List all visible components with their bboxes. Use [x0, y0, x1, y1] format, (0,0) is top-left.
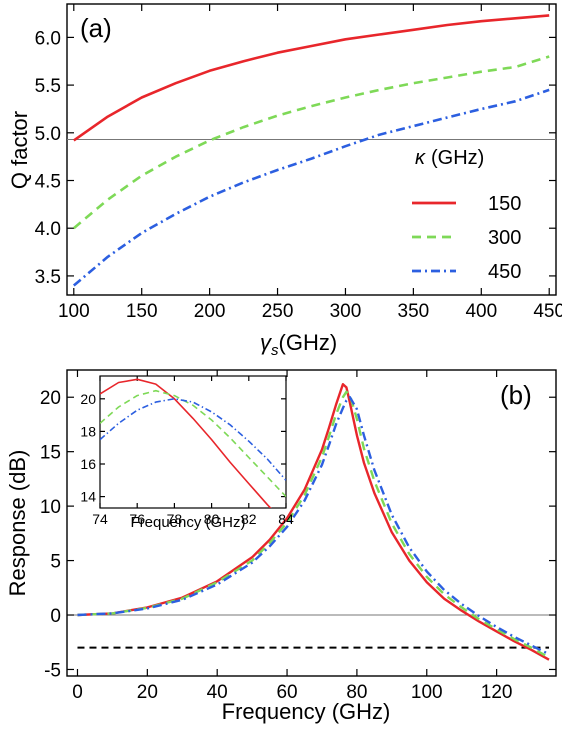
legend-label-300: 300 — [488, 227, 521, 249]
panel-a-xlabel-symbol: γ — [260, 330, 273, 355]
panel-a: 100 150 200 250 300 350 400 450 3.5 4.0 4.5 5.0 5.5 6… — [7, 3, 562, 359]
panel-b-ytick-label: 15 — [40, 443, 61, 464]
panel-b-reference-lines — [67, 614, 556, 649]
panel-b-xtick-label: 0 — [72, 682, 83, 703]
inset-ytick-label: 16 — [80, 456, 96, 472]
panel-b-ytick-label: 10 — [40, 497, 61, 518]
panel-a-ytick-label: 4.0 — [35, 219, 61, 240]
panel-a-series-450 — [72, 88, 550, 287]
panel-a-xtick-label: 200 — [194, 301, 226, 322]
panel-b-xtick-label: 20 — [137, 682, 158, 703]
inset-frame — [99, 375, 287, 509]
panel-b: 0 20 40 60 80 100 120 -5 0 5 10 15 20 (b) Response (… — [5, 369, 557, 724]
panel-a-xtick-label: 150 — [126, 301, 158, 322]
panel-b-ytick-label: -5 — [44, 660, 61, 681]
panel-a-series-150 — [73, 14, 550, 142]
panel-a-xtick-label: 100 — [58, 301, 90, 322]
panel-a-ytick-label: 5.0 — [35, 124, 61, 145]
panel-a-xtick-label: 250 — [262, 301, 294, 322]
panel-b-xtick-label: 60 — [276, 682, 297, 703]
inset-xtick-label: 78 — [167, 511, 183, 527]
inset-xlabel: Frequency (GHz) — [130, 514, 245, 531]
panel-b-label: (b) — [500, 380, 532, 410]
panel-b-xlabel: Frequency (GHz) — [222, 699, 391, 724]
legend-title-unit: (GHz) — [431, 147, 484, 169]
legend-label-150: 150 — [488, 193, 521, 215]
panel-a-ylabel: Q factor — [7, 111, 32, 189]
panel-a-xlabel: γs(GHz) — [260, 330, 337, 359]
inset-series-450 — [100, 398, 286, 481]
inset-background — [100, 376, 286, 508]
panel-a-ytick-label: 6.0 — [35, 28, 61, 49]
inset-ytick-label: 18 — [80, 423, 96, 439]
panel-a-legend: κ (GHz) 150 300 450 — [412, 147, 521, 283]
panel-a-series — [72, 14, 550, 287]
panel-a-ticks: 100 150 200 250 300 350 400 450 3.5 4.0 4.5 5.0 5.5 6… — [35, 4, 562, 322]
inset-xtick-label: 84 — [278, 511, 294, 527]
panel-a-xtick-label: 350 — [398, 301, 430, 322]
panel-b-ytick-label: 0 — [50, 606, 61, 627]
inset-series-150 — [100, 378, 272, 508]
panel-a-xtick-label: 300 — [330, 301, 362, 322]
panel-a-ytick-label: 5.5 — [35, 76, 61, 97]
legend-label-450: 450 — [488, 261, 521, 283]
panel-b-xtick-label: 40 — [207, 682, 228, 703]
panel-b-ytick-label: 5 — [50, 552, 61, 573]
panel-a-label: (a) — [80, 13, 112, 43]
inset-xtick-label: 82 — [241, 511, 257, 527]
panel-b-xtick-label: 120 — [481, 682, 513, 703]
panel-b-ylabel: Response (dB) — [5, 450, 30, 597]
panel-a-frame — [66, 3, 557, 296]
inset-series — [100, 378, 286, 508]
legend-title: κ (GHz) — [415, 147, 484, 169]
panel-a-xlabel-unit: (GHz) — [279, 330, 338, 355]
inset-xtick-label: 76 — [129, 511, 145, 527]
inset-xtick-label: 74 — [92, 511, 108, 527]
panel-a-ytick-label: 4.5 — [35, 172, 61, 193]
panel-b-series — [77, 383, 550, 661]
panel-b-series-300 — [77, 390, 550, 659]
inset-series-300 — [100, 389, 286, 498]
inset-ytick-label: 14 — [80, 489, 96, 505]
panel-b-xtick-label: 80 — [346, 682, 367, 703]
inset-ytick-label: 20 — [80, 391, 96, 407]
legend-title-symbol: κ — [415, 147, 426, 169]
inset-ticks: 74 76 78 80 82 84 14 16 18 20 — [80, 376, 294, 527]
panel-a-ytick-label: 3.5 — [35, 267, 61, 288]
inset-xtick-label: 80 — [204, 511, 220, 527]
panel-b-xtick-label: 100 — [411, 682, 443, 703]
panel-b-ytick-label: 20 — [40, 388, 61, 409]
panel-b-series-150 — [77, 383, 550, 661]
panel-a-xtick-label: 450 — [533, 301, 562, 322]
inset: 74 76 78 80 82 84 14 16 18 20 Frequency (GHz) — [80, 375, 294, 531]
panel-b-ticks: 0 20 40 60 80 100 120 -5 0 5 10 15 20 — [40, 370, 556, 703]
panel-a-series-300 — [72, 55, 550, 230]
panel-b-frame — [66, 369, 557, 677]
panel-a-xlabel-subscript: s — [271, 342, 279, 359]
panel-a-xtick-label: 400 — [465, 301, 497, 322]
panel-b-series-450 — [77, 396, 550, 656]
